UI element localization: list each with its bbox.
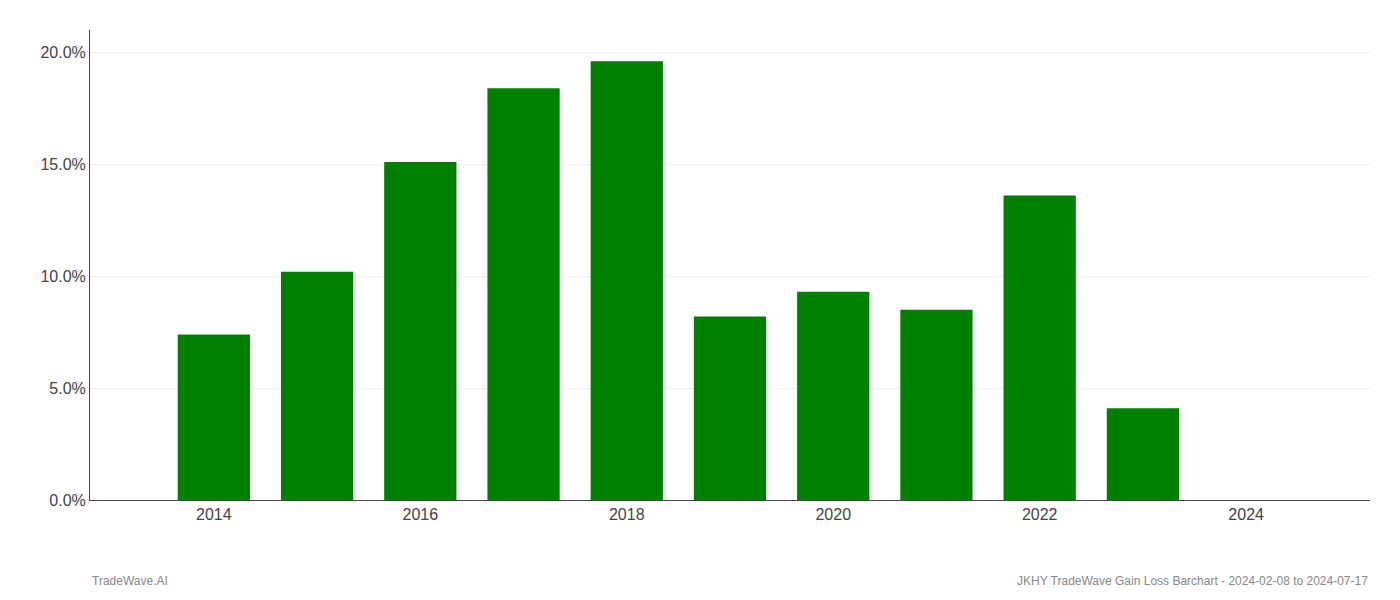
svg-text:JKHY TradeWave Gain Loss Barch: JKHY TradeWave Gain Loss Barchart - 2024… — [1017, 574, 1368, 588]
svg-text:2016: 2016 — [403, 506, 439, 523]
svg-text:0.0%: 0.0% — [49, 492, 85, 509]
svg-text:2020: 2020 — [815, 506, 851, 523]
svg-text:20.0%: 20.0% — [40, 44, 85, 61]
svg-text:15.0%: 15.0% — [40, 156, 85, 173]
svg-text:2022: 2022 — [1022, 506, 1058, 523]
svg-text:10.0%: 10.0% — [40, 268, 85, 285]
svg-text:5.0%: 5.0% — [49, 380, 85, 397]
svg-text:TradeWave.AI: TradeWave.AI — [92, 574, 168, 588]
svg-text:2018: 2018 — [609, 506, 645, 523]
svg-text:2014: 2014 — [196, 506, 232, 523]
svg-text:2024: 2024 — [1228, 506, 1264, 523]
